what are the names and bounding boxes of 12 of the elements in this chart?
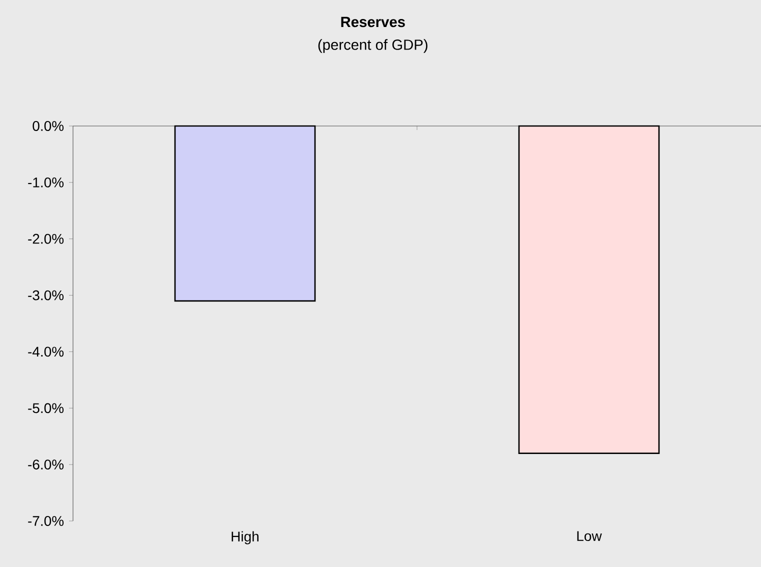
y-tick-label: -4.0% (28, 346, 64, 357)
y-tick-label: -2.0% (28, 234, 64, 244)
x-tick-label: High (232, 531, 258, 544)
y-tick-label: -7.0% (28, 516, 64, 526)
y-tick-label: -5.0% (28, 403, 64, 414)
y-tick-label: 0.0% (32, 121, 64, 131)
y-tick-label: -1.0% (28, 177, 64, 188)
y-tick-label: -6.0% (28, 460, 64, 470)
x-tick-label: Low (577, 531, 602, 542)
chart-title: Reserves (341, 16, 405, 28)
chart-subtitle: (percent of GDP) (318, 39, 428, 53)
y-tick-label: -3.0% (28, 290, 64, 300)
